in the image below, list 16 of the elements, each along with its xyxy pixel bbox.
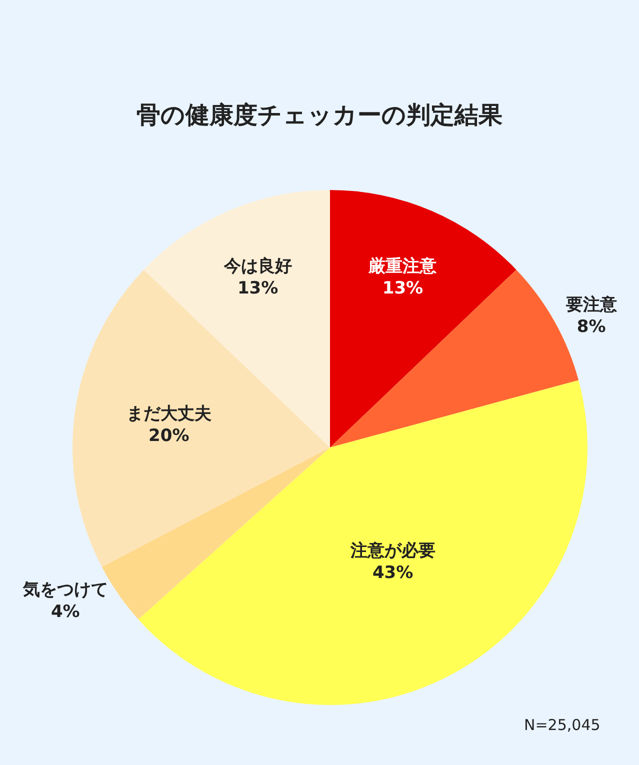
pie-slice	[144, 190, 330, 448]
slice-label: 注意が必要	[349, 541, 436, 562]
text: N=25,045	[524, 716, 600, 734]
data-label: 43%	[372, 563, 414, 584]
data-label: 4%	[50, 602, 80, 622]
data-label: 20%	[148, 426, 190, 446]
slice-label: 要注意	[564, 294, 618, 315]
pie-slice	[330, 190, 516, 448]
slice-label: 今は良好	[222, 256, 292, 277]
slice-label: 厳重注意	[368, 256, 438, 277]
data-label: 13%	[382, 278, 424, 299]
slice-label: 気をつけて	[22, 580, 108, 600]
chart-title: 骨の健康度チェッカーの判定結果	[136, 101, 502, 130]
slice-label: まだ大丈夫	[126, 404, 212, 424]
data-label: 13%	[237, 278, 278, 299]
data-label: 8%	[576, 317, 606, 338]
